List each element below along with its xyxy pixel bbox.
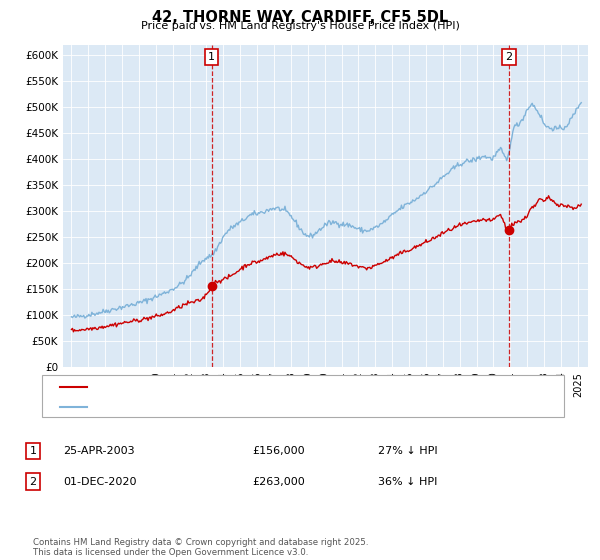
Text: HPI: Average price, detached house, Cardiff: HPI: Average price, detached house, Card… [91,402,319,412]
Text: 36% ↓ HPI: 36% ↓ HPI [378,477,437,487]
Text: 27% ↓ HPI: 27% ↓ HPI [378,446,437,456]
Text: 01-DEC-2020: 01-DEC-2020 [63,477,137,487]
Text: Price paid vs. HM Land Registry's House Price Index (HPI): Price paid vs. HM Land Registry's House … [140,21,460,31]
Text: 2: 2 [505,52,512,62]
Text: 42, THORNE WAY, CARDIFF, CF5 5DL: 42, THORNE WAY, CARDIFF, CF5 5DL [152,10,448,25]
Text: £156,000: £156,000 [252,446,305,456]
Text: £263,000: £263,000 [252,477,305,487]
Text: 25-APR-2003: 25-APR-2003 [63,446,134,456]
Text: 2: 2 [29,477,37,487]
Text: 1: 1 [29,446,37,456]
Text: 1: 1 [208,52,215,62]
Text: Contains HM Land Registry data © Crown copyright and database right 2025.
This d: Contains HM Land Registry data © Crown c… [33,538,368,557]
Text: 42, THORNE WAY, CARDIFF, CF5 5DL (detached house): 42, THORNE WAY, CARDIFF, CF5 5DL (detach… [91,382,376,392]
